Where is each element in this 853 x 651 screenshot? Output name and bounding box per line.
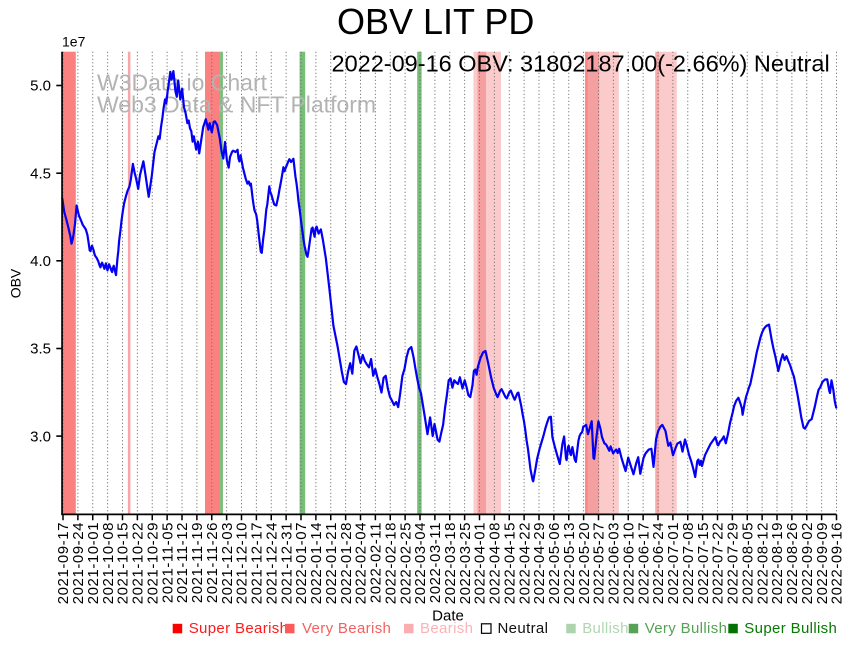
svg-text:2022-02-25: 2022-02-25 (397, 522, 414, 604)
svg-text:2022-09-09: 2022-09-09 (814, 522, 831, 604)
svg-text:3.5: 3.5 (30, 341, 51, 358)
svg-text:2022-09-16: 2022-09-16 (829, 522, 846, 604)
svg-text:2021-12-17: 2021-12-17 (249, 522, 266, 604)
svg-text:5.0: 5.0 (30, 78, 51, 95)
svg-text:2021-12-24: 2021-12-24 (263, 522, 280, 604)
svg-text:2021-12-03: 2021-12-03 (219, 522, 236, 604)
svg-text:2022-09-02: 2022-09-02 (799, 522, 816, 604)
svg-text:Neutral: Neutral (498, 620, 549, 637)
svg-text:2022-05-27: 2022-05-27 (591, 522, 608, 604)
svg-text:4.5: 4.5 (30, 165, 51, 182)
svg-text:2022-04-22: 2022-04-22 (516, 522, 533, 604)
svg-text:3.0: 3.0 (30, 428, 51, 445)
svg-text:2022-07-29: 2022-07-29 (725, 522, 742, 604)
svg-text:1e7: 1e7 (62, 34, 86, 50)
svg-text:2022-03-11: 2022-03-11 (427, 522, 444, 603)
svg-text:2022-01-21: 2022-01-21 (323, 522, 340, 604)
svg-text:Web3 Data & NFT Platform: Web3 Data & NFT Platform (97, 92, 376, 118)
svg-text:2021-10-22: 2021-10-22 (130, 522, 147, 604)
svg-text:2021-10-01: 2021-10-01 (85, 522, 102, 604)
svg-text:2022-02-04: 2022-02-04 (353, 522, 370, 604)
svg-text:2022-09-16 OBV: 31802187.00(-2: 2022-09-16 OBV: 31802187.00(-2.66%) Neut… (332, 51, 830, 77)
svg-text:2021-11-12: 2021-11-12 (174, 522, 191, 603)
svg-text:2022-02-18: 2022-02-18 (382, 522, 399, 604)
svg-text:2021-12-10: 2021-12-10 (234, 522, 251, 604)
svg-text:Very Bullish: Very Bullish (645, 620, 728, 637)
svg-text:2022-03-04: 2022-03-04 (412, 522, 429, 604)
svg-text:2022-05-06: 2022-05-06 (546, 522, 563, 604)
svg-text:2021-09-17: 2021-09-17 (55, 522, 72, 604)
svg-text:2021-10-08: 2021-10-08 (100, 522, 117, 604)
svg-text:2022-04-15: 2022-04-15 (501, 522, 518, 604)
svg-text:Super Bearish: Super Bearish (189, 620, 289, 637)
svg-text:4.0: 4.0 (30, 253, 51, 270)
svg-text:2022-02-11: 2022-02-11 (368, 522, 385, 603)
svg-text:2022-07-22: 2022-07-22 (710, 522, 727, 604)
svg-text:Date: Date (432, 608, 464, 625)
svg-text:2022-08-05: 2022-08-05 (739, 522, 756, 604)
svg-text:OBV: OBV (8, 268, 24, 298)
svg-text:2022-05-13: 2022-05-13 (561, 522, 578, 604)
svg-text:2022-01-07: 2022-01-07 (293, 522, 310, 604)
svg-text:2022-08-12: 2022-08-12 (754, 522, 771, 604)
svg-text:OBV LIT PD: OBV LIT PD (337, 1, 534, 42)
svg-text:2021-11-26: 2021-11-26 (204, 522, 221, 603)
svg-text:2022-04-01: 2022-04-01 (472, 522, 489, 604)
svg-text:2021-11-05: 2021-11-05 (159, 522, 176, 603)
svg-text:2022-06-24: 2022-06-24 (650, 522, 667, 604)
svg-text:2022-06-03: 2022-06-03 (606, 522, 623, 604)
svg-text:2022-06-10: 2022-06-10 (620, 522, 637, 604)
svg-text:Very Bearish: Very Bearish (302, 620, 391, 637)
svg-text:2022-03-25: 2022-03-25 (457, 522, 474, 604)
svg-text:2022-04-08: 2022-04-08 (487, 522, 504, 604)
svg-text:Bearish: Bearish (420, 620, 473, 637)
svg-text:2022-07-01: 2022-07-01 (665, 522, 682, 604)
svg-text:Bullish: Bullish (582, 620, 629, 637)
svg-text:2022-06-17: 2022-06-17 (635, 522, 652, 604)
svg-text:2022-08-26: 2022-08-26 (784, 522, 801, 604)
svg-text:2021-10-15: 2021-10-15 (115, 522, 132, 604)
svg-text:2021-11-19: 2021-11-19 (189, 522, 206, 603)
svg-text:2022-08-19: 2022-08-19 (769, 522, 786, 604)
svg-text:2022-07-08: 2022-07-08 (680, 522, 697, 604)
svg-text:2022-01-28: 2022-01-28 (338, 522, 355, 604)
svg-text:2022-04-29: 2022-04-29 (531, 522, 548, 604)
svg-text:2021-10-29: 2021-10-29 (144, 522, 161, 604)
svg-text:2021-12-31: 2021-12-31 (278, 522, 295, 604)
svg-text:2022-07-15: 2022-07-15 (695, 522, 712, 604)
svg-text:2021-09-24: 2021-09-24 (70, 522, 87, 604)
svg-text:2022-05-20: 2022-05-20 (576, 522, 593, 604)
svg-text:2022-03-18: 2022-03-18 (442, 522, 459, 604)
svg-text:Super Bullish: Super Bullish (744, 620, 837, 637)
svg-text:2022-01-14: 2022-01-14 (308, 522, 325, 604)
